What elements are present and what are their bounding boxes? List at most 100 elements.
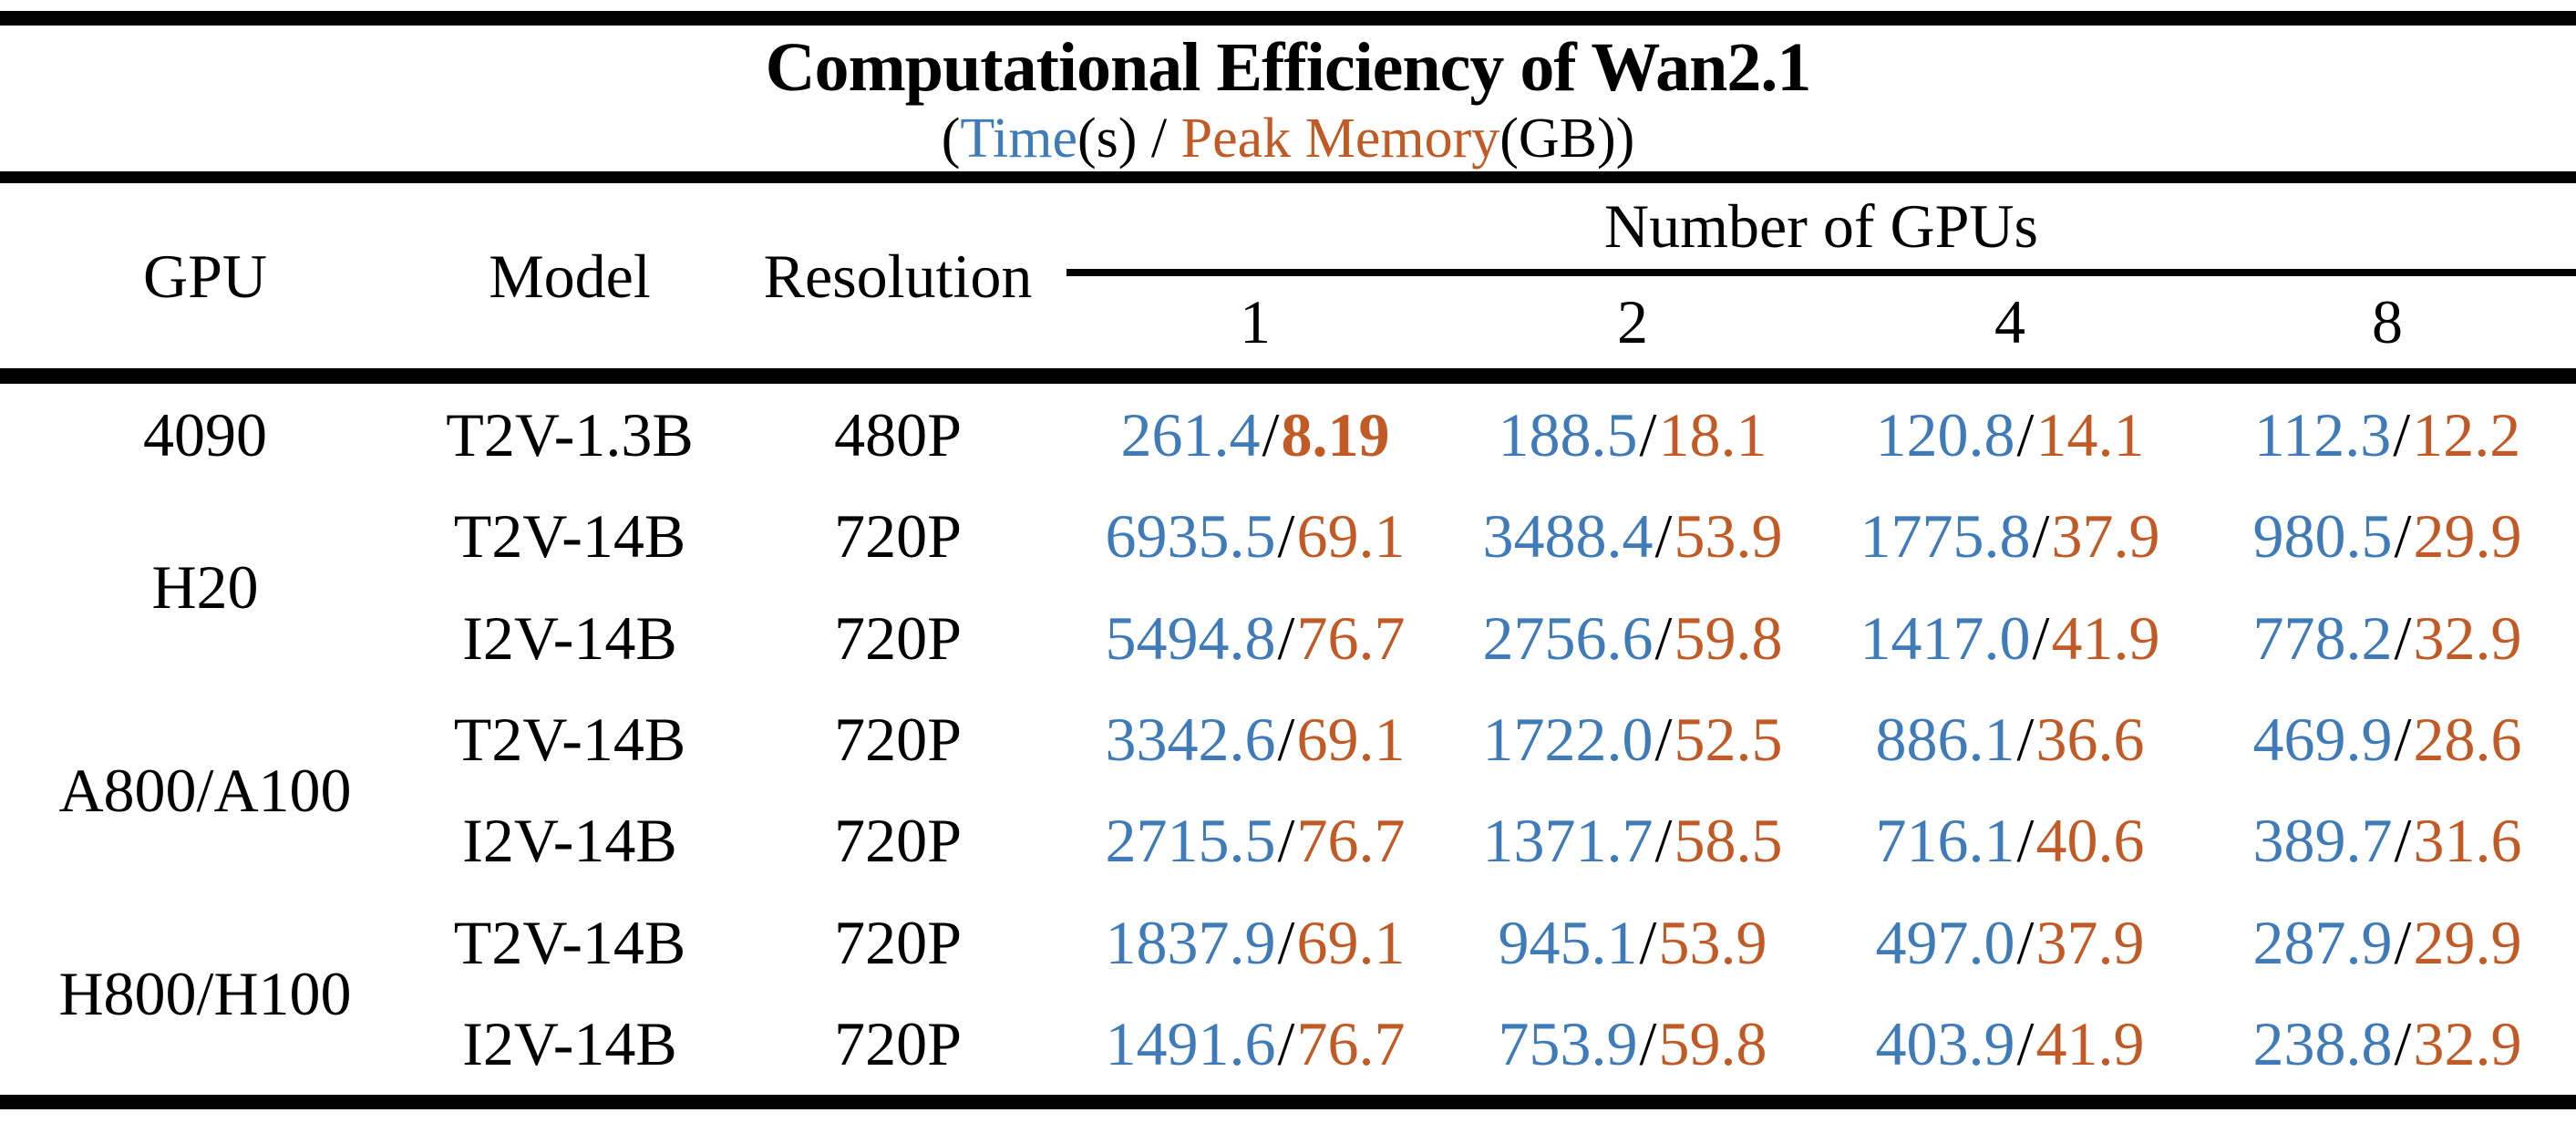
value-cell: 3342.6/69.1 [1066,688,1444,789]
time-value: 778.2 [2252,603,2393,673]
time-value: 3342.6 [1105,704,1276,774]
slash-separator: / [1639,399,1657,469]
memory-value: 59.8 [1658,1009,1767,1079]
memory-value: 52.5 [1674,704,1783,774]
resolution-cell: 480P [834,399,962,469]
time-value: 2756.6 [1482,603,1654,673]
value-cell: 389.7/31.6 [2199,790,2576,891]
memory-value: 69.1 [1296,704,1406,774]
subtitle-memory-label: Peak Memory [1180,108,1500,170]
value-cell: 120.8/14.1 [1821,384,2199,485]
memory-value: 12.2 [2412,399,2521,469]
subtitle-time-label: Time [960,108,1078,170]
time-value: 6935.5 [1105,501,1276,572]
value-cell: 980.5/29.9 [2199,485,2576,586]
gpu-cell: H20 [151,551,259,622]
gpu-cell: H800/H100 [58,958,352,1028]
time-value: 287.9 [2252,907,2393,977]
top-rule [0,11,2576,26]
time-value: 1722.0 [1482,704,1654,774]
time-value: 112.3 [2253,399,2392,469]
slash-separator: / [2032,603,2050,673]
value-cell: 1775.8/37.9 [1821,485,2199,586]
slash-separator: / [1277,501,1295,572]
memory-value: 76.7 [1296,806,1406,876]
time-value: 716.1 [1875,806,2015,876]
title-block: Computational Efficiency of Wan2.1 (Time… [0,26,2576,171]
value-cell: 1722.0/52.5 [1444,688,1821,789]
column-header-gpu-count-group: Number of GPUs [1066,183,2576,276]
time-value: 120.8 [1875,399,2015,469]
value-cell: 945.1/53.9 [1444,891,1821,993]
time-value: 945.1 [1498,907,1638,977]
table-subtitle: (Time(s) / Peak Memory(GB)) [0,108,2576,170]
slash-separator: / [1654,603,1673,673]
column-header-count-4: 4 [1994,287,2025,357]
slash-separator: / [2016,907,2035,977]
value-cell: 1371.7/58.5 [1444,790,1821,891]
value-cell: 1837.9/69.1 [1066,891,1444,993]
time-value: 403.9 [1875,1009,2015,1079]
slash-separator: / [2016,806,2035,876]
slash-separator: / [2032,501,2050,572]
memory-value: 37.9 [2035,907,2145,977]
memory-value: 69.1 [1296,501,1406,572]
model-cell: T2V-14B [453,501,686,572]
memory-value: 53.9 [1658,907,1767,977]
time-value: 886.1 [1875,704,2015,774]
memory-value: 37.9 [2051,501,2160,572]
time-value: 1837.9 [1105,907,1276,977]
memory-value: 32.9 [2413,603,2522,673]
memory-value: 32.9 [2413,1009,2522,1079]
memory-value: 69.1 [1296,907,1406,977]
resolution-cell: 720P [834,501,962,572]
slash-separator: / [2394,907,2412,977]
slash-separator: / [1654,501,1673,572]
memory-value: 58.5 [1674,806,1783,876]
slash-separator: / [1262,399,1280,469]
value-cell: 238.8/32.9 [2199,994,2576,1095]
memory-value: 28.6 [2413,704,2522,774]
column-header-count-8: 8 [2372,287,2403,357]
bottom-rule [0,1095,2576,1109]
slash-separator: / [1277,907,1295,977]
memory-value: 76.7 [1296,603,1406,673]
slash-separator: / [1277,603,1295,673]
time-value: 980.5 [2252,501,2393,572]
resolution-cell: 720P [834,806,962,876]
memory-value: 40.6 [2035,806,2145,876]
time-value: 497.0 [1875,907,2015,977]
slash-separator: / [2394,806,2412,876]
time-value: 753.9 [1498,1009,1638,1079]
time-value: 238.8 [2252,1009,2393,1079]
model-cell: I2V-14B [462,806,677,876]
value-cell: 112.3/12.2 [2199,384,2576,485]
value-cell: 403.9/41.9 [1821,994,2199,1095]
value-cell: 469.9/28.6 [2199,688,2576,789]
time-value: 2715.5 [1105,806,1276,876]
model-cell: T2V-14B [453,907,686,977]
time-value: 469.9 [2252,704,2393,774]
slash-separator: / [2394,603,2412,673]
slash-separator: / [2394,1009,2412,1079]
value-cell: 778.2/32.9 [2199,587,2576,688]
slash-separator: / [2394,501,2412,572]
memory-value: 31.6 [2413,806,2522,876]
subtitle-prefix: ( [941,108,961,170]
memory-value: 41.9 [2035,1009,2145,1079]
value-cell: 2756.6/59.8 [1444,587,1821,688]
slash-separator: / [2016,704,2035,774]
table-header: GPU Model Resolution Number of GPUs 1 2 … [0,183,2576,368]
column-header-resolution: Resolution [763,241,1033,311]
model-cell: T2V-1.3B [446,399,694,469]
time-value: 188.5 [1498,399,1638,469]
time-value: 5494.8 [1105,603,1276,673]
memory-value: 41.9 [2051,603,2160,673]
resolution-cell: 720P [834,704,962,774]
column-header-gpu: GPU [142,241,268,311]
model-cell: I2V-14B [462,1009,677,1079]
time-value: 1417.0 [1860,603,2031,673]
resolution-cell: 720P [834,907,962,977]
resolution-cell: 720P [834,1009,962,1079]
